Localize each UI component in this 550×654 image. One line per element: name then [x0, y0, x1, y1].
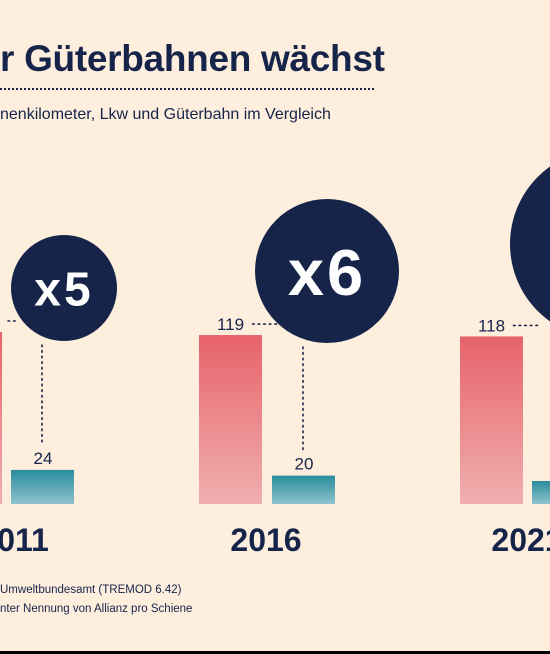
- source-note: Umweltbundesamt (TREMOD 6.42) nter Nennu…: [0, 581, 192, 619]
- multiplier-circle: [255, 199, 399, 343]
- chart-subtitle: nenkilometer, Lkw und Güterbahn im Vergl…: [0, 106, 331, 123]
- truck-bar: [0, 332, 2, 504]
- rail-bar: [532, 481, 550, 504]
- truck-bar: [199, 335, 262, 504]
- source-line-2: nter Nennung von Allianz pro Schiene: [0, 603, 193, 615]
- bar-chart: 24 x5 011 119 20 x6 2016 118 2021: [0, 166, 550, 558]
- rail-bar: [11, 469, 74, 504]
- multiplier-label: x5: [34, 263, 93, 316]
- rail-bar: [272, 475, 335, 504]
- title-divider: [0, 88, 374, 90]
- rail-value-label: 24: [34, 449, 53, 468]
- truck-bar: [460, 336, 523, 504]
- multiplier-label: x6: [288, 236, 366, 309]
- chart-title: r Güterbahnen wächst: [0, 38, 385, 79]
- rail-value-label: 20: [295, 455, 314, 474]
- multiplier-circle: [510, 166, 550, 322]
- multiplier-circle: [11, 235, 117, 341]
- year-label: 011: [0, 522, 49, 558]
- year-label: 2021: [491, 522, 550, 558]
- truck-value-label: 119: [217, 315, 244, 334]
- year-label: 2016: [230, 522, 301, 558]
- bottom-border: [0, 651, 550, 654]
- source-line-1: Umweltbundesamt (TREMOD 6.42): [0, 584, 182, 596]
- truck-value-label: 118: [478, 316, 505, 335]
